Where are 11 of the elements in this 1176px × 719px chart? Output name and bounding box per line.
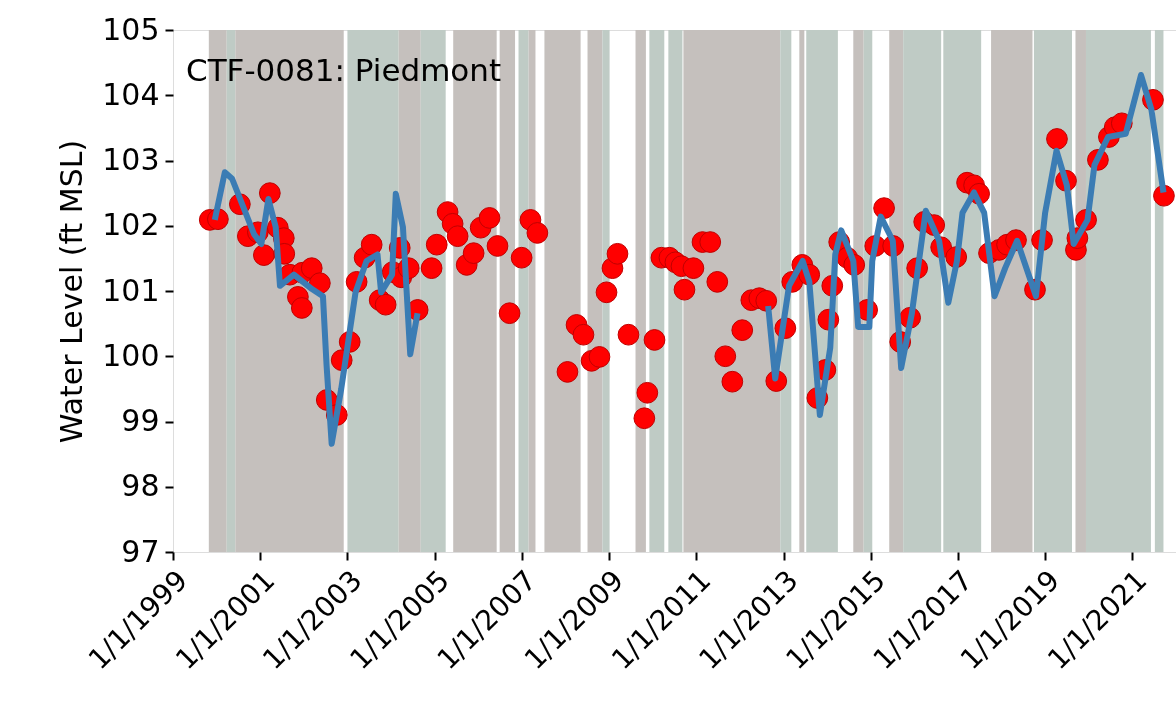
y-tick-label: 104: [102, 76, 160, 112]
y-tick-label: 101: [102, 272, 160, 308]
y-axis-title: Water Level (ft MSL): [54, 139, 90, 444]
y-tick-label: 98: [121, 468, 160, 504]
text: CTF-0081: Piedmont: [186, 52, 502, 88]
y-tick-label: 99: [121, 403, 160, 438]
y-tick-label: 102: [102, 207, 160, 243]
y-tick-label: 103: [102, 142, 160, 177]
y-tick-label: 97: [121, 533, 160, 569]
y-tick-label: 105: [102, 11, 160, 47]
y-tick-label: 100: [102, 337, 160, 373]
